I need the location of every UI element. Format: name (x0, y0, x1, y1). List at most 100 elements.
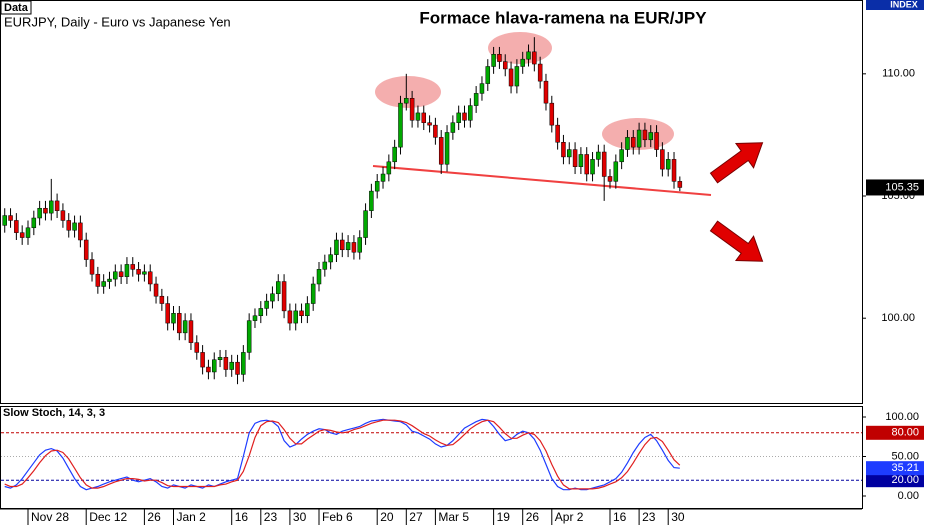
x-tick-label: Dec 12 (89, 510, 127, 524)
candle-body (351, 242, 357, 253)
last-price-label: 105.35 (885, 181, 919, 193)
candle-body (200, 352, 205, 368)
candle-body (287, 310, 293, 324)
candle-body (596, 151, 601, 160)
stoch-line (4, 419, 681, 490)
x-tick-label: 23 (264, 510, 278, 524)
y-tick-label: 110.00 (882, 68, 915, 80)
candle-body (537, 63, 543, 82)
candle-body (153, 283, 159, 297)
candle-body (404, 98, 409, 104)
candle-body (60, 210, 66, 221)
x-tick-label: 30 (671, 510, 685, 524)
candle-body (427, 122, 432, 126)
level-label: 20.00 (891, 474, 919, 486)
candle-body (677, 181, 683, 188)
x-tick-label: 30 (293, 510, 307, 524)
candle-body (549, 102, 555, 126)
candle-body (567, 149, 572, 158)
x-tick-label: 23 (642, 510, 656, 524)
candle-body (305, 303, 310, 317)
candle-body (438, 137, 444, 165)
candle-body (299, 310, 304, 317)
candle-body (2, 215, 7, 226)
candle-body (514, 66, 520, 87)
x-tick-label: 26 (526, 510, 540, 524)
candle-body (165, 303, 170, 324)
candle-body (229, 361, 234, 370)
candle-body (363, 210, 368, 238)
y-tick-label: 50.00 (891, 450, 919, 462)
last-value-label: 35.21 (891, 462, 919, 474)
candle-body (619, 149, 624, 163)
candle-body (281, 281, 287, 312)
arrow-up (709, 142, 764, 184)
candle-body (631, 137, 636, 148)
x-tick-label: 16 (235, 510, 249, 524)
candle-body (118, 271, 124, 277)
candle-body (310, 283, 316, 304)
neckline (372, 165, 712, 196)
candle-body (328, 254, 333, 263)
candle-body (252, 315, 258, 321)
candle-body (473, 93, 479, 106)
x-tick-label: 26 (147, 510, 161, 524)
candle-body (78, 222, 83, 241)
candle-body (613, 161, 619, 182)
candle-body (293, 310, 298, 324)
candle-body (607, 176, 613, 182)
candle-body (590, 159, 595, 175)
x-tick-label: 19 (497, 510, 511, 524)
candle-body (497, 54, 502, 62)
candle-body (246, 320, 252, 353)
candle-body (345, 242, 351, 251)
candle-body (37, 207, 42, 219)
stoch-line (4, 418, 680, 491)
candle-body (171, 313, 176, 324)
candle-body (450, 122, 456, 133)
candle-body (322, 261, 328, 270)
candle-body (95, 273, 101, 287)
candle-body (340, 239, 345, 251)
candle-body (491, 54, 496, 67)
candle-body (316, 269, 322, 285)
candle-body (177, 313, 182, 334)
candle-body (532, 51, 537, 65)
candle-body (107, 278, 112, 282)
candle-body (223, 357, 229, 370)
candle-body (25, 227, 31, 238)
chart-title: Formace hlava-ramena na EUR/JPY (419, 8, 707, 27)
candle-body (409, 98, 415, 121)
candle-body (520, 58, 525, 67)
level-label: 80.00 (891, 427, 919, 439)
candle-body (578, 154, 584, 167)
candle-body (159, 295, 165, 304)
candle-body (601, 151, 607, 177)
last-price-box (866, 179, 924, 196)
x-tick-label: Nov 28 (31, 510, 69, 524)
candle-body (142, 271, 147, 275)
candle-body (66, 220, 71, 231)
candle-body (485, 66, 491, 84)
candle-body (386, 161, 392, 175)
level-box (866, 425, 924, 440)
candle-body (444, 132, 450, 165)
candle-body (380, 173, 386, 182)
candle-body (642, 129, 648, 141)
candle-body (543, 80, 549, 104)
stoch-title: Slow Stoch, 14, 3, 3 (3, 407, 105, 419)
candle-body (72, 222, 77, 231)
candle-body (462, 112, 467, 121)
candle-body (31, 217, 37, 229)
candle-body (8, 215, 13, 221)
candle-body (49, 200, 54, 214)
candle-body (206, 366, 211, 373)
candle-body (136, 269, 141, 275)
candle-body (392, 146, 397, 163)
candle-body (665, 159, 671, 170)
corner-box (0, 0, 32, 15)
candle-body (636, 129, 642, 148)
x-tick-label: Feb 6 (322, 510, 353, 524)
